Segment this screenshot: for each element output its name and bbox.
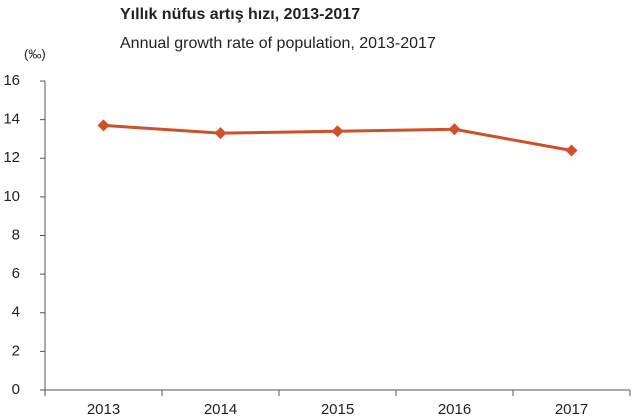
x-tick-label: 2017 (555, 401, 588, 418)
x-tick-label: 2013 (87, 401, 120, 418)
y-axis-label: (‰) (24, 46, 46, 61)
x-tick-label: 2015 (321, 401, 354, 418)
y-tick-label: 4 (12, 304, 20, 321)
data-point (331, 125, 344, 138)
y-tick-label: 12 (3, 149, 20, 166)
chart-title: Yıllık nüfus artış hızı, 2013-2017 (120, 6, 360, 23)
data-point (214, 127, 227, 140)
y-tick-label: 10 (3, 188, 20, 205)
y-tick-label: 0 (12, 381, 20, 398)
data-point (97, 119, 110, 132)
y-tick-label: 6 (12, 265, 20, 282)
y-tick-label: 14 (3, 111, 20, 128)
data-point (565, 144, 578, 157)
x-tick-label: 2016 (438, 401, 471, 418)
data-point (448, 123, 461, 136)
x-tick-label: 2014 (204, 401, 237, 418)
y-tick-label: 8 (12, 226, 20, 243)
y-tick-label: 2 (12, 342, 20, 359)
y-tick-label: 16 (3, 72, 20, 89)
chart-subtitle: Annual growth rate of population, 2013-2… (120, 35, 436, 52)
